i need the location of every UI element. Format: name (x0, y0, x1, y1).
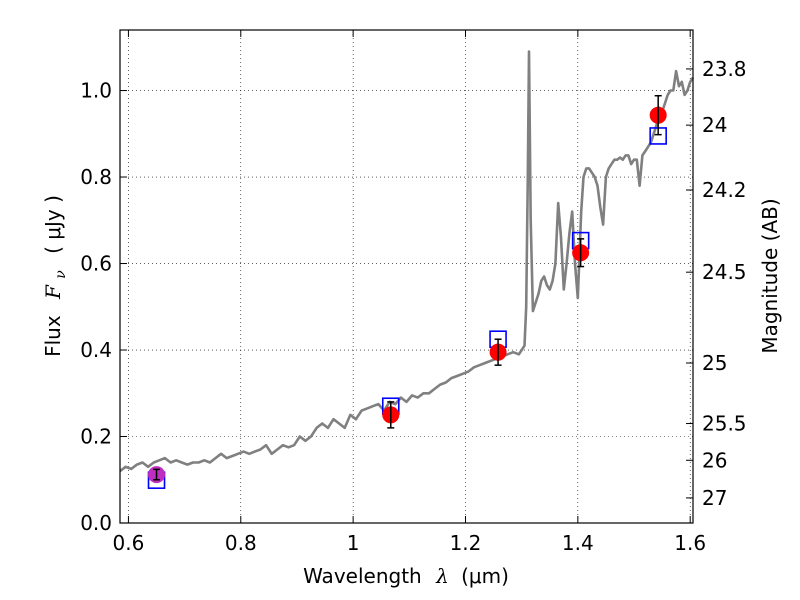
y2-tick-label: 27 (702, 486, 727, 510)
y-tick-label: 1.0 (80, 79, 112, 103)
plot-frame (119, 29, 694, 524)
x-tick-label: 1.6 (674, 531, 706, 555)
x-tick-label: 1.2 (450, 531, 482, 555)
y2-tick-label: 24.2 (702, 178, 747, 202)
y-axis-label-subscript: ν (53, 270, 69, 279)
y2-tick-label: 25.5 (702, 412, 747, 436)
y2-tick-label: 24 (702, 113, 727, 137)
y-tick-label: 0.8 (80, 165, 112, 189)
y-axis-label-symbol: F (41, 284, 65, 300)
x-tick-label: 0.8 (225, 531, 257, 555)
y2-axis-label: Magnitude (AB) (758, 198, 782, 353)
x-axis-label-unit: (μm) (461, 564, 509, 588)
y2-tick-label: 23.8 (702, 57, 747, 81)
x-tick-label: 1.4 (562, 531, 594, 555)
x-tick-label: 0.6 (113, 531, 145, 555)
y-tick-label: 0.2 (80, 425, 112, 449)
y2-tick-label: 25 (702, 351, 727, 375)
y2-tick-label: 26 (702, 448, 727, 472)
ticks: 0.6 0.8 1 1.2 1.4 1.6 0.0 0.2 0.4 0.6 0.8 1.0 23.8 24… (80, 30, 747, 555)
y-tick-label: 0.0 (80, 511, 112, 535)
photometry-layer (147, 94, 667, 489)
x-tick-label: 1 (347, 531, 360, 555)
y-tick-label: 0.4 (80, 338, 112, 362)
y2-tick-label: 24.5 (702, 260, 747, 284)
y-axis-label: Flux F ν ( μJy ) (41, 195, 70, 357)
x-axis-label-prefix: Wavelength (303, 564, 422, 588)
y-tick-label: 0.6 (80, 252, 112, 276)
y-axis-label-unit: ( μJy ) (41, 195, 65, 254)
plot-background (120, 30, 693, 523)
x-axis-label-symbol: λ (435, 564, 449, 588)
x-axis-label: Wavelength λ (μm) (303, 564, 509, 588)
y-axis-label-prefix: Flux (41, 315, 65, 357)
